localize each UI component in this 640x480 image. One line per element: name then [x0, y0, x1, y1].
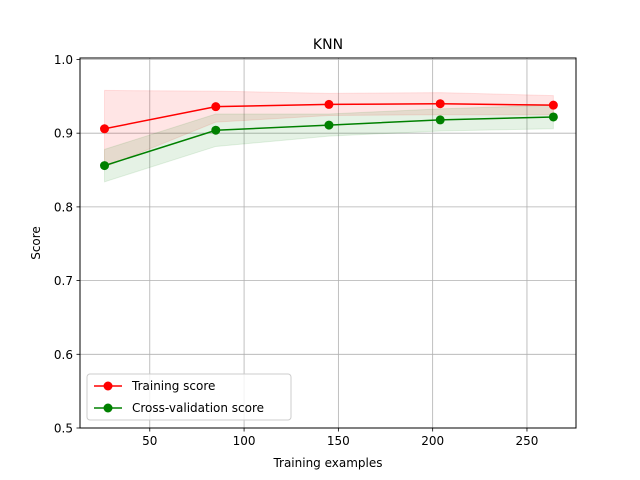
x-tick-label: 200	[421, 434, 444, 448]
x-tick-label: 250	[516, 434, 539, 448]
cross-validation-score-point	[435, 115, 445, 125]
training-score-point	[548, 100, 558, 110]
x-tick-label: 50	[142, 434, 157, 448]
cross-validation-score-point	[211, 125, 221, 135]
x-tick-label: 100	[233, 434, 256, 448]
y-axis-label: Score	[29, 226, 43, 260]
y-tick-label: 0.8	[54, 200, 73, 214]
legend-marker-cross-validation	[103, 403, 113, 413]
x-tick-label: 150	[327, 434, 350, 448]
x-axis-label: Training examples	[272, 456, 382, 470]
score-markers	[100, 99, 558, 171]
y-tick-label: 0.5	[54, 422, 73, 436]
y-axis-ticks: 0.5 0.6 0.7 0.8 0.9 1.0	[54, 53, 80, 436]
legend-label-cross-validation: Cross-validation score	[132, 401, 264, 415]
y-tick-label: 0.7	[54, 274, 73, 288]
legend-box	[86, 373, 292, 421]
cross-validation-score-point	[100, 161, 110, 171]
y-tick-label: 0.6	[54, 348, 73, 362]
x-axis-ticks: 50 100 150 200 250	[142, 428, 538, 448]
chart-title: KNN	[313, 37, 343, 53]
y-tick-label: 1.0	[54, 53, 73, 67]
legend-marker-training	[103, 381, 113, 391]
legend-label-training: Training score	[131, 379, 215, 393]
cross-validation-score-band	[104, 104, 554, 183]
training-score-point	[324, 99, 334, 109]
training-score-point	[435, 99, 445, 109]
cross-validation-score-point	[324, 120, 334, 130]
training-score-point	[100, 124, 110, 134]
legend: Training score Cross-validation score	[86, 373, 292, 421]
training-score-point	[211, 102, 221, 112]
y-tick-label: 0.9	[54, 127, 73, 141]
plot-area-frame	[79, 57, 577, 429]
gridlines	[80, 58, 576, 429]
cross-validation-score-point	[548, 112, 558, 122]
